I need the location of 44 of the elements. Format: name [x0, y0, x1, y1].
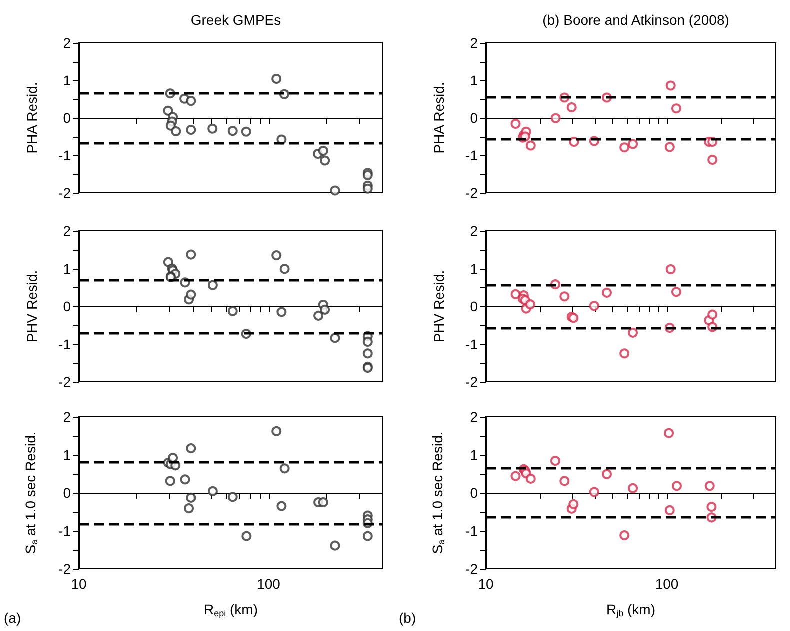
y-tick-label: 0: [470, 485, 478, 501]
y-tick-label: -2: [58, 561, 72, 577]
y-tick-label: 2: [470, 35, 478, 51]
y-tick-label: 1: [63, 260, 72, 277]
y-tick-label: -1: [466, 336, 478, 352]
y-tick-label: 0: [63, 110, 72, 126]
y-tick-label: 1: [470, 447, 478, 463]
x-tick-label: 100: [257, 576, 281, 592]
y-axis-title: PHV Resid.: [24, 270, 40, 343]
y-tick-label: 2: [470, 409, 478, 425]
y-tick-label: 1: [63, 72, 72, 88]
y-tick-label: -1: [466, 523, 478, 539]
y-tick-label: -2: [466, 374, 478, 390]
y-tick-label: 2: [63, 223, 72, 239]
x-tick-label: 10: [478, 576, 494, 592]
y-tick-label: 0: [470, 110, 478, 126]
chart-title: Greek GMPEs: [190, 12, 282, 28]
y-tick-label: -2: [466, 185, 478, 201]
y-tick-label: 1: [63, 447, 72, 463]
y-tick-label: 0: [63, 485, 72, 501]
y-tick-label: 2: [63, 35, 72, 51]
y-tick-label: 2: [63, 409, 72, 425]
y-axis-title: Sa at 1.0 sec Resid.: [22, 432, 40, 554]
y-tick-label: -1: [58, 148, 72, 164]
y-tick-label: -1: [58, 336, 72, 352]
y-tick-label: -2: [466, 561, 478, 577]
y-tick-label: -2: [58, 374, 72, 390]
y-tick-label: -1: [466, 148, 478, 164]
y-tick-label: 1: [470, 260, 478, 277]
y-tick-label: -2: [58, 185, 72, 201]
y-tick-label: 0: [470, 298, 478, 314]
y-axis-title: Sa at 1.0 sec Resid.: [430, 432, 446, 554]
x-tick-label: 10: [71, 576, 87, 592]
y-axis-title: PHV Resid.: [431, 270, 447, 343]
y-tick-label: 0: [63, 298, 72, 314]
chart-title: (b) Boore and Atkinson (2008): [542, 12, 730, 28]
y-axis-title: PHA Resid.: [431, 82, 447, 154]
y-tick-label: -1: [58, 523, 72, 539]
text: (b): [399, 610, 416, 626]
y-axis-title: PHA Resid.: [24, 82, 40, 154]
y-tick-label: 1: [470, 72, 478, 88]
y-tick-label: 2: [470, 223, 478, 239]
text: (a): [4, 610, 22, 626]
x-tick-label: 100: [655, 576, 679, 592]
